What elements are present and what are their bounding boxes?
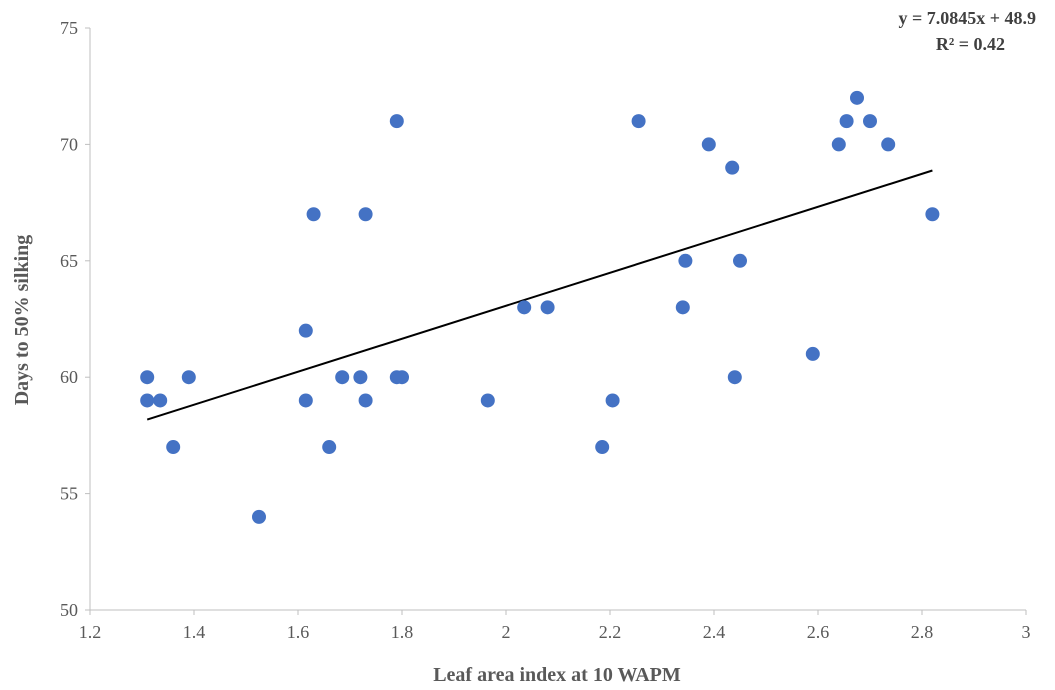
y-tick-label: 55 [60, 484, 78, 504]
data-point [395, 370, 409, 385]
x-tick-label: 2.8 [911, 622, 934, 642]
data-point [353, 370, 368, 385]
data-point [881, 137, 896, 152]
data-point [140, 393, 155, 408]
x-tick-label: 2.4 [703, 622, 726, 642]
data-point [298, 323, 313, 338]
data-point [389, 114, 404, 129]
data-point [595, 440, 610, 455]
data-point [839, 114, 854, 129]
data-point [540, 300, 555, 315]
data-point [727, 370, 742, 385]
data-point [166, 440, 181, 455]
y-tick-label: 75 [60, 18, 78, 38]
data-point [675, 300, 690, 315]
x-tick-label: 1.8 [391, 622, 414, 642]
r-squared-label: R² = 0.42 [936, 34, 1005, 54]
data-point [831, 137, 846, 152]
axes: 50 55 60 65 70 75 1.2 1.4 1.6 1.8 2 2.2 2.4 2.6 2.8 3 [60, 18, 1031, 642]
data-point [805, 346, 820, 361]
data-point [153, 393, 168, 408]
y-tick-label: 50 [60, 600, 78, 620]
data-point [925, 207, 940, 222]
trendline-group [146, 169, 933, 421]
data-point [733, 253, 747, 268]
data-point [140, 370, 155, 385]
data-point [517, 300, 532, 315]
data-point [252, 509, 266, 524]
trendline-equation: y = 7.0845x + 48.9 [898, 8, 1036, 28]
data-point [631, 114, 646, 129]
data-point [358, 207, 373, 222]
data-point [358, 393, 373, 408]
data-point [850, 90, 864, 105]
y-tick-label: 60 [60, 367, 78, 387]
y-tick-label: 70 [60, 134, 78, 154]
data-point [701, 137, 716, 152]
data-point [605, 393, 620, 408]
data-point [335, 370, 350, 385]
data-point [181, 370, 196, 385]
y-tick-label: 65 [60, 251, 78, 271]
data-point [863, 114, 877, 129]
x-tick-label: 2 [502, 622, 511, 642]
x-tick-label: 3 [1022, 622, 1031, 642]
x-tick-label: 1.6 [287, 622, 310, 642]
data-point [306, 207, 321, 222]
data-points [140, 90, 940, 524]
x-tick-label: 1.4 [183, 622, 206, 642]
data-point [480, 393, 495, 408]
x-tick-label: 2.2 [599, 622, 622, 642]
y-axis-title: Days to 50% silking [11, 235, 33, 406]
x-axis-title: Leaf area index at 10 WAPM [433, 664, 681, 686]
data-point [725, 160, 740, 175]
data-point [678, 253, 693, 268]
data-point [298, 393, 313, 408]
x-tick-label: 1.2 [79, 622, 102, 642]
data-point [322, 440, 337, 455]
x-tick-label: 2.6 [807, 622, 830, 642]
trendline [146, 169, 933, 421]
